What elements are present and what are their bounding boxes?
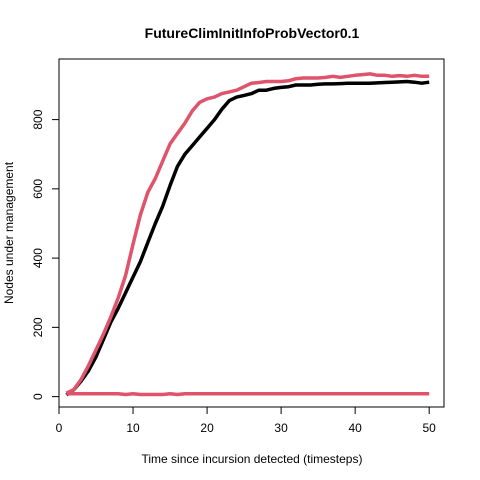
y-axis-label: Nodes under management: [2, 161, 16, 304]
y-tick-label: 400: [31, 248, 45, 268]
y-tick-label: 800: [31, 109, 45, 129]
x-axis-label: Time since incursion detected (timesteps…: [142, 452, 363, 466]
x-tick-label: 10: [126, 421, 140, 435]
series-line-2: [65, 72, 430, 395]
y-axis: 0 200 400 600 800: [31, 109, 60, 400]
x-axis: 0 10 20 30 40 50: [56, 406, 437, 435]
x-tick-label: 20: [200, 421, 214, 435]
x-tick-label: 30: [274, 421, 288, 435]
series-line-1: [65, 79, 430, 397]
y-tick-label: 600: [31, 179, 45, 199]
x-tick-label: 50: [423, 421, 437, 435]
plot-frame: [58, 58, 445, 408]
series-line-3: [66, 392, 430, 397]
chart-title: FutureClimInitInfoProbVector0.1: [145, 25, 360, 41]
x-tick-label: 40: [348, 421, 362, 435]
x-tick-label: 0: [56, 421, 63, 435]
series-layer: [65, 72, 430, 397]
y-tick-label: 200: [31, 317, 45, 337]
y-tick-label: 0: [31, 393, 45, 400]
